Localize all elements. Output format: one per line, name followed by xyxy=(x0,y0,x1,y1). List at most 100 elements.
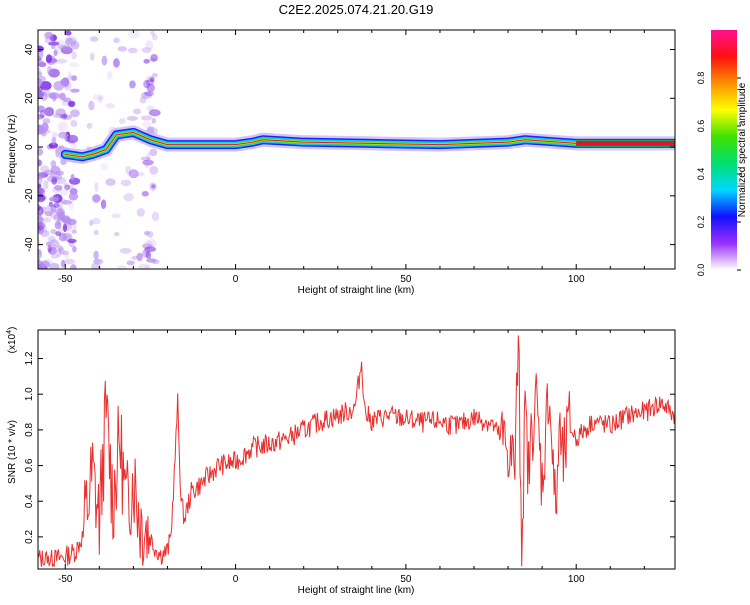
spectrogram-noise-blob xyxy=(63,182,69,188)
spectrogram-noise-blob xyxy=(93,258,102,264)
spectrogram-noise-blob xyxy=(146,105,155,111)
spectrogram-noise-blob xyxy=(66,134,79,144)
spectrogram-noise-blob xyxy=(44,36,55,44)
spectrogram-noise-blob xyxy=(147,238,157,248)
spectrogram-noise-blob xyxy=(38,113,45,120)
spectrogram-noise-blob xyxy=(45,54,52,64)
spectrogram-noise-blob xyxy=(92,194,101,203)
spectrogram-noise-blob xyxy=(151,117,156,124)
spectrogram-noise-blob xyxy=(143,91,155,97)
spectrogram-noise-blob xyxy=(49,209,58,219)
spectrogram-noise-blob xyxy=(60,114,72,120)
spectrogram-noise-blob xyxy=(47,245,52,253)
spectrogram-noise-blob xyxy=(53,49,58,56)
spectrogram-noise-blob xyxy=(145,264,151,269)
spectrogram-noise-blob xyxy=(71,75,77,82)
spectrogram-noise-blob xyxy=(63,112,68,119)
spectrogram-noise-blob xyxy=(50,165,61,175)
spectrogram-noise-blob xyxy=(51,45,56,50)
spectrogram-noise-blob xyxy=(68,192,79,201)
svg-text:(x104): (x104) xyxy=(6,327,18,354)
spectrogram-noise-blob xyxy=(71,51,77,60)
spectrogram-noise-blob xyxy=(101,55,108,66)
snr-x-tick-label: -50 xyxy=(58,574,73,585)
spectrogram-noise-blob xyxy=(105,178,116,186)
spectrogram-noise-blob xyxy=(50,205,57,213)
snr-y-label: SNR (10 * v/v) xyxy=(7,420,18,484)
spectrogram-noise-blob xyxy=(144,246,156,252)
spectrogram-noise-blob xyxy=(63,234,72,241)
spectrogram-noise-blob xyxy=(67,100,76,108)
spectrogram-noise-blob xyxy=(70,173,75,181)
spectrogram-noise-blob xyxy=(67,238,77,244)
spectrogram-y-tick-label: 20 xyxy=(24,92,35,104)
spectrogram-noise-blob xyxy=(59,78,67,86)
spectrogram-noise-blob xyxy=(58,92,66,100)
spectrogram-noise-blob xyxy=(71,229,77,234)
snr-y-tick-label: 0.4 xyxy=(24,494,35,508)
snr-y-tick-label: 1.0 xyxy=(24,387,35,401)
spectrogram-noise-blob xyxy=(120,179,132,187)
spectrogram-noise-blob xyxy=(91,262,101,269)
spectrogram-noise-blob xyxy=(38,61,47,68)
spectrogram-noise-blob xyxy=(141,243,153,249)
spectrogram-noise-blob xyxy=(42,118,51,124)
spectrogram-noise-blob xyxy=(38,257,41,264)
spectrogram-noise-blob xyxy=(62,216,72,224)
colorbar-tick-label: 0.6 xyxy=(696,120,706,133)
spectrogram-track xyxy=(58,125,675,164)
spectrogram-noise-blob xyxy=(43,179,49,190)
spectrogram-noise-blob xyxy=(148,58,157,63)
spectrogram-noise-blob xyxy=(44,31,54,40)
spectrogram-x-tick-label: 50 xyxy=(400,274,412,285)
spectrogram-noise-blob xyxy=(56,40,66,50)
spectrogram-noise-blob xyxy=(55,231,62,237)
spectrogram-noise-blob xyxy=(139,96,147,104)
spectrogram-noise-blob xyxy=(126,260,135,266)
spectrogram-noise-blob xyxy=(114,231,120,237)
spectrogram-noise-blob xyxy=(88,100,95,111)
spectrogram-noise-blob xyxy=(62,251,69,256)
spectrogram-noise-blob xyxy=(48,92,55,99)
spectrogram-noise-blob xyxy=(111,213,122,219)
spectrogram-noise-blob xyxy=(61,200,73,205)
spectrogram-noise-blob xyxy=(105,103,115,109)
spectrogram-noise-blob xyxy=(40,165,50,173)
spectrogram-noise-blob xyxy=(92,94,105,101)
spectrogram-noise-blob xyxy=(44,210,53,217)
snr-panel: -50 0 50 100 0.2 0.4 0.6 0.8 1.0 1.2 Height of s… xyxy=(6,327,676,596)
spectrogram-noise-blob xyxy=(151,259,160,265)
spectrogram-y-tick-label: -40 xyxy=(24,237,35,252)
colorbar-tick-label: 0.4 xyxy=(696,168,706,181)
spectrogram-noise-blob xyxy=(149,182,157,191)
spectrogram-noise-blob xyxy=(93,229,99,236)
spectrogram-noise-blob xyxy=(125,165,132,175)
spectrogram-noise-blob xyxy=(38,67,41,74)
spectrogram-noise-blob xyxy=(67,184,74,189)
spectrogram-noise-blob xyxy=(146,258,157,263)
spectrogram-noise-blob xyxy=(38,158,41,166)
spectrogram-noise-blob xyxy=(67,75,76,81)
spectrogram-noise-blob xyxy=(38,228,42,235)
spectrogram-noise-blob xyxy=(144,230,150,236)
spectrogram-noise-blob xyxy=(48,201,53,207)
spectrogram-noise-blob xyxy=(38,249,42,259)
spectrogram-noise-blob xyxy=(58,246,65,255)
spectrogram-noise-blob xyxy=(48,41,60,46)
spectrogram-noise-blob xyxy=(38,192,44,202)
spectrogram-noise-blob xyxy=(38,60,45,65)
spectrogram-x-tick-label: 100 xyxy=(568,274,585,285)
spectrogram-noise-blob xyxy=(68,62,80,68)
spectrogram-noise-blob xyxy=(119,247,132,254)
spectrogram-y-label: Frequency (Hz) xyxy=(7,115,18,184)
spectrogram-noise-blob xyxy=(149,165,159,175)
spectrogram-noise-blob xyxy=(90,52,95,61)
spectrogram-noise-blob xyxy=(39,109,45,119)
spectrogram-noise-blob xyxy=(151,73,158,78)
spectrogram-noise-blob xyxy=(57,244,63,252)
colorbar-tick-label: 0.8 xyxy=(696,72,706,85)
spectrogram-noise-blob xyxy=(140,156,151,161)
spectrogram-noise-blob xyxy=(57,210,66,221)
spectrogram-noise-blob xyxy=(141,91,153,99)
